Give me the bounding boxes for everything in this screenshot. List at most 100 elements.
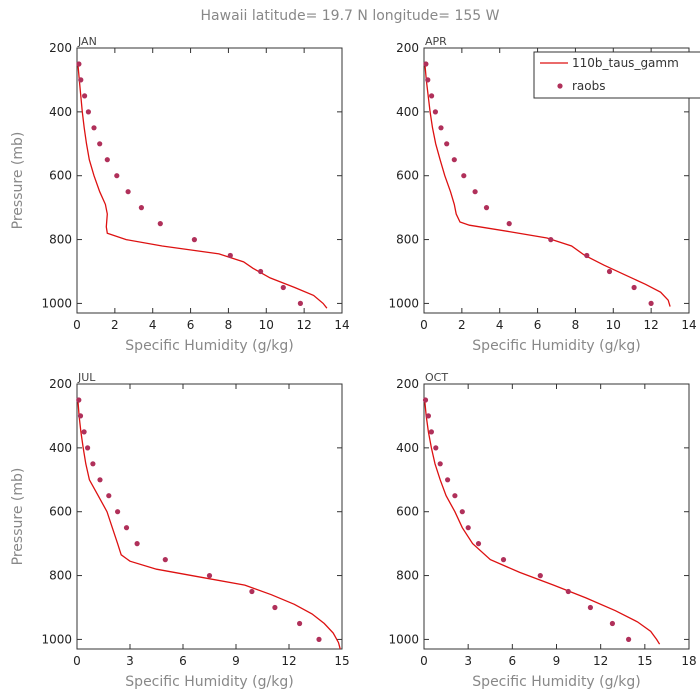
- x-tick-label: 0: [420, 318, 428, 332]
- y-axis-label-jan: Pressure (mb): [10, 132, 26, 230]
- data-point-apr: [425, 77, 431, 83]
- x-tick-label: 8: [572, 318, 580, 332]
- x-axis-label-oct: Specific Humidity (g/kg): [472, 674, 640, 690]
- data-point-oct: [445, 477, 451, 483]
- y-tick-label: 1000: [41, 296, 72, 310]
- y-tick-label: 400: [396, 441, 419, 455]
- panel-label-jul: JUL: [77, 371, 96, 384]
- plot-frame-oct: [423, 383, 690, 650]
- x-tick-label: 2: [111, 318, 119, 332]
- data-point-jan: [114, 173, 120, 179]
- data-point-apr: [606, 268, 613, 275]
- data-point-jan: [157, 221, 163, 227]
- data-point-jan: [104, 157, 110, 163]
- y-tick-label: 800: [396, 569, 419, 583]
- legend-obs-label: raobs: [572, 79, 606, 93]
- y-tick-label: 1000: [388, 632, 419, 646]
- x-tick-label: 12: [644, 318, 659, 332]
- data-point-jul: [76, 397, 82, 403]
- data-point-oct: [587, 604, 594, 611]
- data-point-jul: [106, 493, 112, 499]
- panel-label-apr: APR: [425, 35, 447, 48]
- x-tick-label: 8: [225, 318, 233, 332]
- plot-frame-apr: [423, 47, 690, 314]
- x-tick-label: 4: [149, 318, 157, 332]
- data-point-jan: [280, 284, 286, 291]
- legend-obs-swatch: [557, 83, 563, 89]
- y-axis-label-jul: Pressure (mb): [10, 468, 26, 566]
- y-tick-label: 600: [49, 169, 72, 183]
- data-point-jul: [81, 429, 87, 435]
- series-line-jan: [77, 63, 328, 309]
- y-tick-label: 400: [396, 105, 419, 119]
- data-point-jan: [97, 141, 103, 147]
- y-tick-label: 600: [49, 505, 72, 519]
- data-point-jan: [76, 61, 82, 67]
- x-tick-label: 9: [232, 654, 240, 668]
- panel-label-jan: JAN: [77, 35, 97, 48]
- data-point-apr: [506, 221, 512, 227]
- x-tick-label: 0: [420, 654, 428, 668]
- data-point-oct: [500, 557, 507, 563]
- data-point-jul: [162, 557, 168, 563]
- panel-label-oct: OCT: [425, 371, 448, 384]
- x-tick-label: 12: [593, 654, 608, 668]
- data-point-apr: [438, 125, 444, 131]
- data-point-jan: [258, 268, 264, 275]
- data-point-jul: [90, 461, 96, 467]
- y-tick-label: 600: [396, 169, 419, 183]
- y-tick-label: 800: [49, 569, 72, 583]
- panel-apr: APR 0 2 4 6 8 10 12 14 200 400 600 800 1000 Specific H…: [388, 35, 696, 354]
- data-point-apr: [461, 173, 467, 179]
- data-point-jul: [297, 620, 303, 627]
- x-tick-label: 3: [126, 654, 134, 668]
- y-tick-label: 200: [396, 377, 419, 391]
- y-tick-label: 200: [396, 41, 419, 55]
- plot-frame-jan: [76, 47, 343, 314]
- data-point-jan: [85, 109, 91, 115]
- data-point-jul: [123, 525, 130, 531]
- x-tick-label: 9: [553, 654, 561, 668]
- x-axis-label-jan: Specific Humidity (g/kg): [125, 338, 293, 354]
- x-tick-label: 15: [637, 654, 652, 668]
- data-point-jan: [227, 252, 233, 259]
- data-point-apr: [432, 109, 438, 115]
- y-tick-label: 1000: [41, 632, 72, 646]
- x-tick-label: 14: [334, 318, 349, 332]
- series-line-jul: [77, 399, 341, 650]
- data-point-jan: [78, 77, 84, 83]
- legend-model-label: 110b_taus_gamm: [572, 56, 679, 70]
- x-tick-label: 6: [509, 654, 517, 668]
- x-tick-label: 6: [187, 318, 195, 332]
- panel-oct: OCT 0 3 6 9 12 15 18 200 400 600 800 1000 Specific Hu…: [388, 371, 696, 690]
- data-point-apr: [429, 93, 435, 99]
- data-point-jul: [97, 477, 103, 483]
- x-tick-label: 12: [281, 654, 296, 668]
- panel-jul: JUL 0 3 6 9 12 15 200 400 600 800 1000 Specific Humi…: [10, 371, 350, 690]
- data-point-oct: [428, 429, 434, 435]
- x-tick-label: 15: [334, 654, 349, 668]
- data-point-jan: [138, 205, 144, 211]
- y-tick-label: 800: [49, 233, 72, 247]
- data-point-apr: [648, 300, 654, 306]
- x-tick-label: 14: [681, 318, 696, 332]
- y-tick-label: 400: [49, 105, 72, 119]
- data-point-jul: [206, 573, 213, 579]
- data-point-oct: [452, 493, 458, 499]
- series-line-oct: [424, 399, 661, 645]
- plot-frame-jul: [76, 383, 343, 650]
- data-point-jan: [91, 125, 97, 131]
- data-point-jan: [297, 300, 303, 306]
- panel-jan: JAN 0 2 4 6 8 10 12 14 200 400 600 800 1000 Specific H…: [10, 35, 350, 354]
- data-point-jul: [134, 541, 140, 547]
- data-point-apr: [631, 284, 637, 291]
- data-point-apr: [472, 189, 478, 195]
- data-point-oct: [459, 509, 465, 515]
- y-tick-label: 200: [49, 41, 72, 55]
- data-point-oct: [537, 573, 543, 579]
- data-point-oct: [475, 541, 482, 547]
- data-point-oct: [425, 413, 431, 419]
- x-tick-label: 12: [297, 318, 312, 332]
